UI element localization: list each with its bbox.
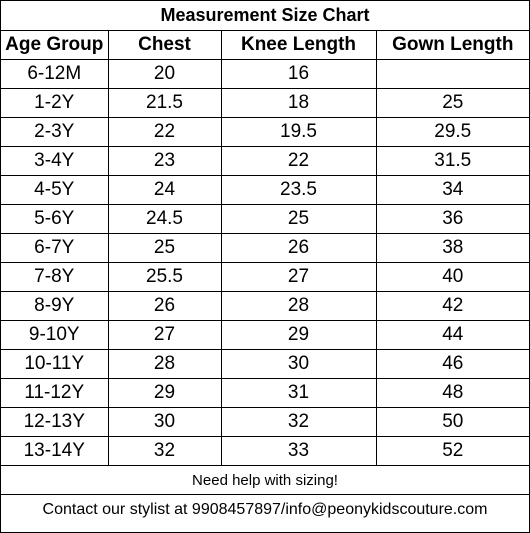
cell-gown-length: 46 (375, 349, 530, 379)
cell-gown-length: 34 (375, 175, 530, 205)
table-row: 13-14Y 32 33 52 (1, 436, 530, 466)
header-gown-length: Gown Length (375, 30, 530, 60)
cell-gown-length: 52 (375, 436, 530, 466)
cell-chest: 27 (107, 320, 222, 350)
header-age-group: Age Group (1, 30, 109, 60)
cell-chest: 30 (107, 407, 222, 437)
table-row: 8-9Y 26 28 42 (1, 291, 530, 321)
cell-gown-length: 50 (375, 407, 530, 437)
table-row: 6-12M 20 16 (1, 59, 530, 89)
cell-age-group: 9-10Y (1, 320, 109, 350)
header-knee-length: Knee Length (220, 30, 377, 60)
cell-gown-length: 38 (375, 233, 530, 263)
cell-knee-length: 29 (220, 320, 377, 350)
help-note: Need help with sizing! (1, 465, 530, 495)
cell-age-group: 4-5Y (1, 175, 109, 205)
cell-chest: 25.5 (107, 262, 222, 292)
cell-chest: 32 (107, 436, 222, 466)
table-row: 12-13Y 30 32 50 (1, 407, 530, 437)
title-row: Measurement Size Chart (1, 1, 530, 31)
cell-chest: 21.5 (107, 88, 222, 118)
cell-knee-length: 33 (220, 436, 377, 466)
cell-knee-length: 32 (220, 407, 377, 437)
cell-knee-length: 19.5 (220, 117, 377, 147)
table-row: 5-6Y 24.5 25 36 (1, 204, 530, 234)
cell-gown-length: 48 (375, 378, 530, 408)
contact-row: Contact our stylist at 9908457897/info@p… (1, 494, 530, 524)
table-row: 10-11Y 28 30 46 (1, 349, 530, 379)
cell-knee-length: 30 (220, 349, 377, 379)
cell-age-group: 12-13Y (1, 407, 109, 437)
cell-chest: 24.5 (107, 204, 222, 234)
cell-age-group: 8-9Y (1, 291, 109, 321)
header-chest: Chest (107, 30, 222, 60)
cell-gown-length: 42 (375, 291, 530, 321)
cell-knee-length: 22 (220, 146, 377, 176)
cell-chest: 28 (107, 349, 222, 379)
table-row: 1-2Y 21.5 18 25 (1, 88, 530, 118)
cell-age-group: 13-14Y (1, 436, 109, 466)
table-row: 7-8Y 25.5 27 40 (1, 262, 530, 292)
cell-age-group: 3-4Y (1, 146, 109, 176)
table-row: 9-10Y 27 29 44 (1, 320, 530, 350)
table-row: 3-4Y 23 22 31.5 (1, 146, 530, 176)
cell-chest: 26 (107, 291, 222, 321)
cell-gown-length (375, 59, 530, 89)
cell-chest: 22 (107, 117, 222, 147)
cell-age-group: 10-11Y (1, 349, 109, 379)
cell-chest: 23 (107, 146, 222, 176)
cell-chest: 24 (107, 175, 222, 205)
cell-gown-length: 36 (375, 204, 530, 234)
cell-age-group: 11-12Y (1, 378, 109, 408)
cell-age-group: 2-3Y (1, 117, 109, 147)
size-chart-table: Measurement Size Chart Age Group Chest K… (1, 1, 530, 524)
note-row: Need help with sizing! (1, 465, 530, 495)
table-row: 6-7Y 25 26 38 (1, 233, 530, 263)
table-row: 11-12Y 29 31 48 (1, 378, 530, 408)
cell-age-group: 6-7Y (1, 233, 109, 263)
header-row: Age Group Chest Knee Length Gown Length (1, 30, 530, 60)
cell-knee-length: 23.5 (220, 175, 377, 205)
cell-age-group: 7-8Y (1, 262, 109, 292)
cell-chest: 25 (107, 233, 222, 263)
cell-knee-length: 18 (220, 88, 377, 118)
cell-chest: 29 (107, 378, 222, 408)
cell-gown-length: 40 (375, 262, 530, 292)
cell-gown-length: 25 (375, 88, 530, 118)
cell-gown-length: 29.5 (375, 117, 530, 147)
chart-title: Measurement Size Chart (1, 1, 530, 31)
cell-knee-length: 31 (220, 378, 377, 408)
cell-age-group: 5-6Y (1, 204, 109, 234)
table-body: 6-12M 20 16 1-2Y 21.5 18 25 2-3Y 22 19.5 29.5 3-4Y 2… (1, 59, 530, 466)
cell-knee-length: 28 (220, 291, 377, 321)
cell-knee-length: 26 (220, 233, 377, 263)
cell-age-group: 6-12M (1, 59, 109, 89)
cell-age-group: 1-2Y (1, 88, 109, 118)
cell-gown-length: 31.5 (375, 146, 530, 176)
cell-chest: 20 (107, 59, 222, 89)
table-row: 2-3Y 22 19.5 29.5 (1, 117, 530, 147)
cell-knee-length: 16 (220, 59, 377, 89)
cell-knee-length: 27 (220, 262, 377, 292)
cell-gown-length: 44 (375, 320, 530, 350)
table-row: 4-5Y 24 23.5 34 (1, 175, 530, 205)
cell-knee-length: 25 (220, 204, 377, 234)
contact-info: Contact our stylist at 9908457897/info@p… (1, 494, 530, 524)
